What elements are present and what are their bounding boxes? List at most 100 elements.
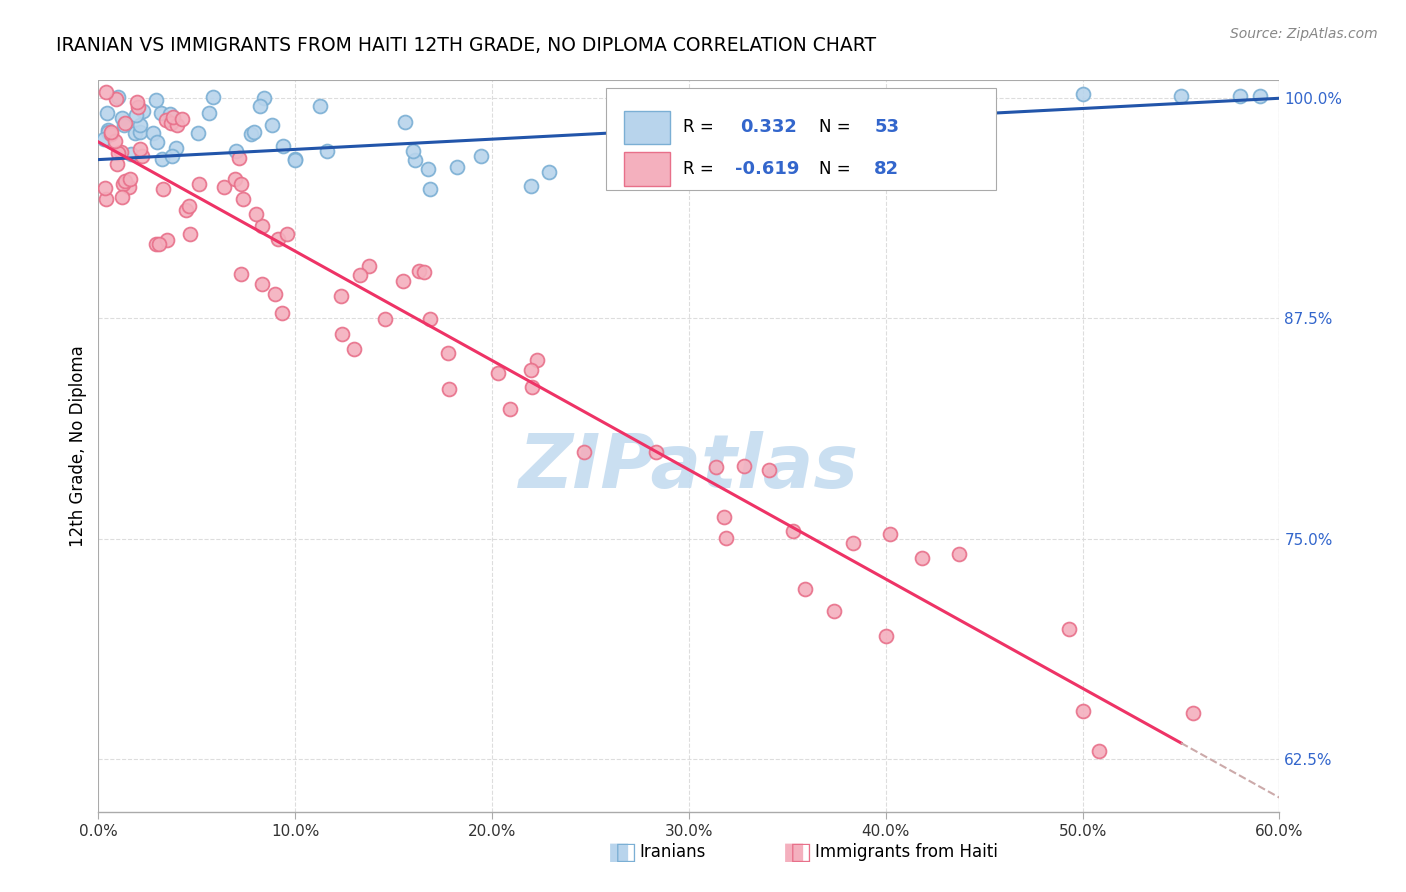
Point — [260, 118, 283, 132]
Point — [841, 536, 863, 550]
Point — [198, 106, 221, 120]
Point — [114, 115, 136, 129]
Point — [413, 265, 436, 279]
Point — [165, 141, 187, 155]
Point — [470, 149, 492, 163]
Text: N =: N = — [818, 119, 856, 136]
Point — [160, 149, 183, 163]
Text: -0.619: -0.619 — [735, 161, 800, 178]
Point — [1088, 744, 1111, 758]
Point — [374, 312, 396, 326]
Point — [156, 234, 179, 248]
Point — [229, 267, 252, 281]
Point — [1071, 87, 1094, 102]
Point — [111, 190, 134, 204]
Point — [315, 144, 337, 158]
Point — [252, 91, 274, 105]
Point — [271, 306, 294, 320]
Point — [689, 145, 711, 160]
Point — [104, 134, 127, 148]
Point — [174, 202, 197, 217]
Point — [402, 144, 425, 158]
Point — [526, 353, 548, 368]
Text: R =: R = — [683, 161, 718, 178]
Point — [105, 156, 128, 170]
Point — [179, 227, 201, 241]
Point — [129, 142, 152, 156]
Point — [125, 108, 148, 122]
Point — [243, 125, 266, 139]
Text: ■: ■ — [783, 840, 806, 863]
Point — [357, 259, 380, 273]
Point — [94, 86, 117, 100]
Point — [1181, 706, 1204, 720]
Point — [145, 94, 167, 108]
Point — [187, 127, 209, 141]
Point — [111, 112, 134, 126]
Point — [162, 110, 184, 124]
Point — [188, 177, 211, 191]
Point — [644, 445, 666, 459]
Point — [408, 263, 430, 277]
Text: N =: N = — [818, 161, 856, 178]
Point — [142, 126, 165, 140]
Point — [96, 106, 118, 120]
Point — [160, 116, 183, 130]
Text: Source: ZipAtlas.com: Source: ZipAtlas.com — [1230, 27, 1378, 41]
Point — [166, 118, 188, 132]
Point — [572, 444, 595, 458]
Point — [498, 401, 520, 416]
Point — [520, 179, 543, 194]
Point — [145, 237, 167, 252]
Point — [823, 604, 845, 618]
Point — [773, 174, 796, 188]
Point — [146, 135, 169, 149]
Point — [131, 104, 153, 119]
Point — [329, 288, 352, 302]
Point — [758, 463, 780, 477]
Point — [1071, 704, 1094, 718]
Text: 82: 82 — [875, 161, 900, 178]
Point — [228, 151, 250, 165]
Point — [714, 532, 737, 546]
Y-axis label: 12th Grade, No Diploma: 12th Grade, No Diploma — [69, 345, 87, 547]
Point — [114, 174, 136, 188]
Point — [713, 144, 735, 158]
Point — [152, 153, 174, 167]
Point — [127, 95, 149, 109]
Point — [155, 113, 177, 128]
Point — [118, 179, 141, 194]
Point — [245, 206, 267, 220]
Point — [107, 146, 129, 161]
Point — [159, 107, 181, 121]
Point — [111, 178, 134, 192]
Point — [94, 181, 117, 195]
Point — [100, 124, 122, 138]
Point — [733, 458, 755, 473]
Point — [538, 165, 561, 179]
Point — [128, 119, 150, 133]
Point — [437, 346, 460, 360]
Point — [97, 125, 120, 139]
Point — [149, 105, 172, 120]
Point — [794, 582, 817, 596]
Point — [267, 232, 290, 246]
Point — [520, 363, 543, 377]
Point — [276, 227, 298, 241]
Text: 53: 53 — [875, 119, 900, 136]
Point — [212, 179, 235, 194]
Point — [250, 219, 273, 234]
Point — [394, 114, 416, 128]
FancyBboxPatch shape — [624, 153, 671, 186]
Point — [1170, 89, 1192, 103]
Point — [437, 382, 460, 396]
Point — [284, 153, 307, 167]
Text: ■: ■ — [607, 840, 630, 863]
Point — [713, 510, 735, 524]
Point — [1249, 89, 1271, 103]
Point — [1229, 89, 1251, 103]
Point — [683, 168, 706, 182]
Point — [127, 100, 149, 114]
Text: R =: R = — [683, 119, 718, 136]
Point — [120, 172, 142, 186]
